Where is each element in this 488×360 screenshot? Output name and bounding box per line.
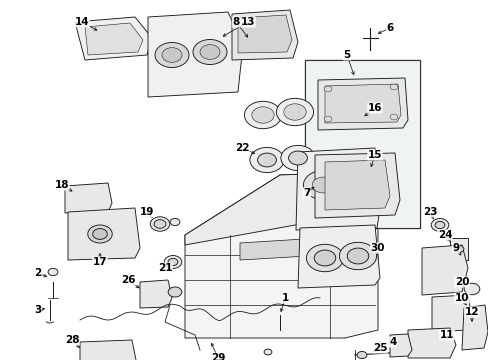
Text: 1: 1 <box>281 293 288 303</box>
Circle shape <box>162 48 182 62</box>
Circle shape <box>193 40 226 64</box>
Circle shape <box>434 221 444 229</box>
Polygon shape <box>184 172 377 338</box>
Circle shape <box>276 98 313 126</box>
Circle shape <box>324 86 331 92</box>
Polygon shape <box>325 160 389 210</box>
Circle shape <box>200 45 220 59</box>
Circle shape <box>306 244 343 272</box>
Circle shape <box>346 248 368 264</box>
Text: 10: 10 <box>454 293 468 303</box>
Circle shape <box>92 229 107 239</box>
Circle shape <box>324 116 331 122</box>
Polygon shape <box>449 238 467 260</box>
Circle shape <box>251 107 274 123</box>
Text: 28: 28 <box>64 335 79 345</box>
Circle shape <box>87 225 112 243</box>
Polygon shape <box>148 12 243 97</box>
Circle shape <box>389 84 397 90</box>
Circle shape <box>314 250 335 266</box>
Polygon shape <box>305 60 419 228</box>
Circle shape <box>339 242 376 270</box>
Circle shape <box>257 153 276 167</box>
Polygon shape <box>461 305 487 350</box>
Circle shape <box>154 220 165 228</box>
Polygon shape <box>240 238 325 260</box>
Text: 6: 6 <box>386 23 393 33</box>
Text: 29: 29 <box>210 353 225 360</box>
Text: 20: 20 <box>454 277 468 287</box>
Circle shape <box>168 258 178 266</box>
Circle shape <box>312 177 333 193</box>
Text: 4: 4 <box>388 337 396 347</box>
Circle shape <box>249 147 284 172</box>
Polygon shape <box>421 245 467 295</box>
Polygon shape <box>140 280 172 308</box>
Circle shape <box>389 114 397 120</box>
Circle shape <box>356 351 366 359</box>
Circle shape <box>164 256 182 269</box>
Text: 14: 14 <box>75 17 89 27</box>
Polygon shape <box>297 225 379 288</box>
Text: 13: 13 <box>240 17 255 27</box>
Circle shape <box>430 219 448 231</box>
Circle shape <box>453 246 463 253</box>
Text: 9: 9 <box>451 243 459 253</box>
Text: 3: 3 <box>34 305 41 315</box>
Polygon shape <box>75 17 152 60</box>
Circle shape <box>168 287 182 297</box>
Text: 11: 11 <box>439 330 453 340</box>
Circle shape <box>170 219 180 226</box>
Text: 5: 5 <box>343 50 350 60</box>
Circle shape <box>303 171 342 199</box>
Text: 25: 25 <box>372 343 386 353</box>
Polygon shape <box>317 78 407 130</box>
Text: 30: 30 <box>370 243 385 253</box>
Text: 23: 23 <box>422 207 436 217</box>
Circle shape <box>463 283 479 295</box>
Polygon shape <box>231 10 297 60</box>
Circle shape <box>288 151 307 165</box>
Text: 16: 16 <box>367 103 382 113</box>
Polygon shape <box>325 84 400 123</box>
Text: 2: 2 <box>34 268 41 278</box>
Text: 21: 21 <box>158 263 172 273</box>
Circle shape <box>280 145 314 171</box>
Bar <box>305 60 419 228</box>
Text: 19: 19 <box>140 207 154 217</box>
Circle shape <box>338 168 377 197</box>
Polygon shape <box>184 172 377 245</box>
Text: 24: 24 <box>437 230 451 240</box>
Polygon shape <box>238 15 291 53</box>
Circle shape <box>346 175 368 191</box>
Polygon shape <box>85 23 142 55</box>
Text: 8: 8 <box>232 17 239 27</box>
Polygon shape <box>389 334 411 357</box>
Text: 15: 15 <box>367 150 382 160</box>
Text: 18: 18 <box>55 180 69 190</box>
Polygon shape <box>80 340 136 360</box>
Text: 22: 22 <box>234 143 249 153</box>
Polygon shape <box>314 153 399 218</box>
Circle shape <box>264 349 271 355</box>
Circle shape <box>150 217 169 231</box>
Polygon shape <box>65 183 112 213</box>
Text: 26: 26 <box>121 275 135 285</box>
Circle shape <box>283 104 305 120</box>
Text: 7: 7 <box>303 188 310 198</box>
Polygon shape <box>295 148 381 230</box>
Circle shape <box>244 101 281 129</box>
Circle shape <box>155 42 189 68</box>
Text: 12: 12 <box>464 307 478 317</box>
Polygon shape <box>431 295 471 332</box>
Circle shape <box>48 269 58 276</box>
Polygon shape <box>407 328 455 358</box>
Polygon shape <box>68 208 140 260</box>
Text: 17: 17 <box>93 257 107 267</box>
